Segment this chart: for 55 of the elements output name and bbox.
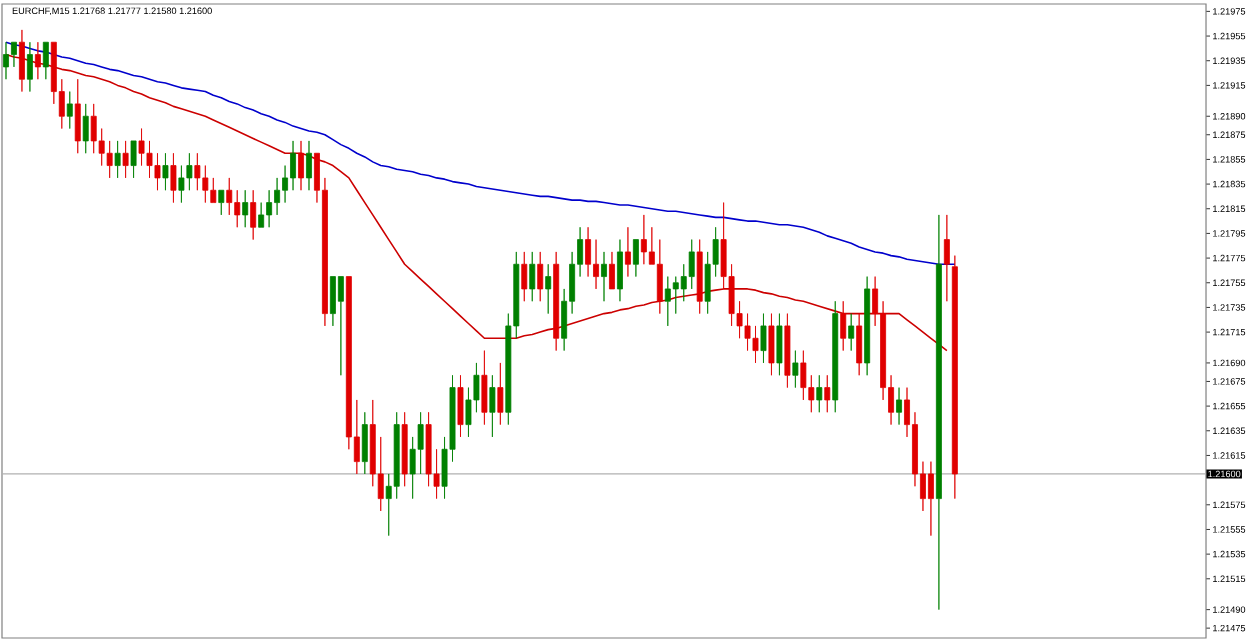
candlestick [122,140,129,179]
candlestick [601,251,607,302]
candlestick [114,140,121,179]
candlestick [545,263,552,314]
candlestick [848,313,855,351]
candlestick [162,152,169,191]
candlestick [776,313,783,376]
candlestick [42,41,49,80]
candlestick [624,226,631,277]
candlestick [170,152,177,203]
candlestick [529,251,536,302]
candlestick [696,239,703,314]
candlestick [34,41,41,80]
candlestick [927,461,934,537]
candlestick [218,189,225,216]
candlestick [553,251,560,351]
candlestick [481,350,488,426]
candlestick [242,189,249,228]
candlestick [864,276,871,376]
candlestick [250,189,257,240]
candlestick [489,374,496,438]
candlestick [840,300,847,351]
candlestick [457,374,464,438]
candlestick [26,41,33,92]
candlestick [856,313,863,376]
candlestick [617,239,623,302]
candlestick [82,103,89,154]
candlestick [521,251,528,302]
candlestick [640,214,647,265]
candlestick [537,251,544,302]
candlestick [935,214,942,611]
candlestick [792,350,799,388]
candlestick [361,411,368,475]
candlestick [401,411,408,487]
candlestick [896,387,902,426]
candlestick [784,313,791,388]
candlestick [832,300,839,413]
candlestick [130,140,137,179]
candlestick [66,91,73,129]
candlestick [74,78,81,154]
candlestick [298,140,304,191]
candlestick [18,29,25,92]
candlestick [337,276,344,376]
candlestick [306,140,312,191]
candlestick [609,251,615,290]
candlestick [664,276,671,327]
candlestick [497,362,504,426]
candlestick [768,313,775,376]
candlestick [632,239,639,277]
candlestick [951,255,958,500]
candlestick [760,313,767,364]
candlestick [816,374,823,413]
candlestick [3,41,9,80]
candlestick [943,214,950,302]
candlestick [824,374,831,413]
